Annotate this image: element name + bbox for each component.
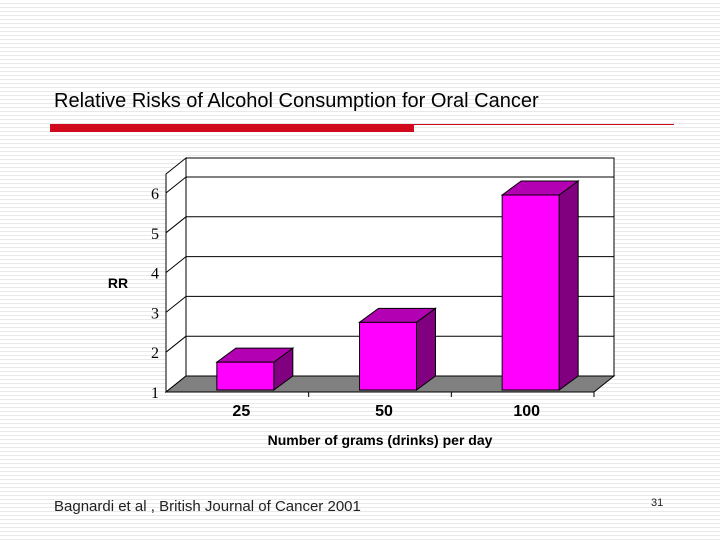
bar	[215, 347, 295, 391]
source-citation: Bagnardi et al , British Journal of Canc…	[54, 498, 361, 515]
y-tick-label: 4	[151, 266, 159, 283]
bar-front	[501, 194, 560, 391]
gridline-diagonal	[165, 296, 187, 313]
y-tick-label: 3	[151, 305, 159, 322]
slide-title: Relative Risks of Alcohol Consumption fo…	[54, 90, 539, 112]
bar	[357, 307, 438, 391]
title-underline-bar	[50, 124, 414, 132]
gridline-diagonal	[165, 176, 187, 194]
title-underline-rule	[414, 124, 674, 125]
bar-front	[216, 361, 275, 391]
y-tick-label: 5	[151, 226, 159, 243]
y-tick-label: 6	[151, 186, 159, 203]
x-tick-label: 50	[375, 403, 393, 420]
bar-front	[359, 321, 417, 391]
x-tick-label: 25	[232, 403, 250, 420]
slide-number: 31	[651, 497, 664, 509]
bar-side	[558, 179, 579, 391]
x-axis-label: Number of grams (drinks) per day	[268, 432, 493, 448]
gridline-diagonal	[165, 216, 187, 234]
gridline-diagonal	[165, 256, 187, 273]
bar	[500, 179, 580, 391]
y-tick-label: 2	[151, 345, 159, 362]
gridline-diagonal	[165, 335, 187, 353]
x-tick-label: 100	[513, 403, 540, 420]
y-tick-label: 1	[151, 385, 159, 402]
chart-side-wall	[165, 156, 187, 394]
y-axis-label: RR	[108, 275, 128, 291]
